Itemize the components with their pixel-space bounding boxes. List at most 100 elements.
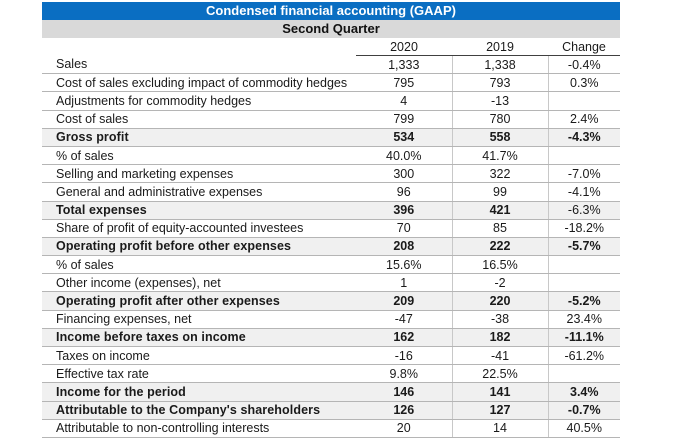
value-2020: 96 bbox=[356, 182, 452, 202]
value-2020: 534 bbox=[356, 128, 452, 147]
value-2020: 9.8% bbox=[356, 364, 452, 384]
value-change: 2.4% bbox=[547, 110, 620, 129]
value-change bbox=[547, 255, 620, 275]
value-2020: 300 bbox=[356, 164, 452, 184]
value-change: 0.3% bbox=[547, 73, 620, 93]
table-row: Income for the period 146 141 3.4% bbox=[42, 382, 620, 402]
value-2019: -41 bbox=[451, 346, 548, 366]
table-row: General and administrative expenses 96 99-… bbox=[42, 182, 620, 202]
table-row: Financing expenses, net -47 -38 23.4% bbox=[42, 310, 620, 329]
table-row: Share of profit of equity-accounted inve… bbox=[42, 219, 620, 238]
value-2019: 780 bbox=[451, 110, 548, 129]
header-2019: 2019 bbox=[452, 38, 548, 56]
table-row: Cost of sales excluding impact of commod… bbox=[42, 73, 620, 93]
value-change bbox=[547, 364, 620, 384]
value-2019: 16.5% bbox=[451, 255, 548, 275]
table-body: Sales 1,333 1,338 -0.4% Cost of sales exclud… bbox=[42, 55, 620, 438]
value-2020: 162 bbox=[356, 328, 452, 348]
value-change: -18.2% bbox=[547, 219, 620, 238]
financial-table-container: Condensed financial accounting (GAAP) Se… bbox=[42, 2, 620, 438]
value-2020: 126 bbox=[356, 401, 452, 420]
value-2019: 1,338 bbox=[451, 55, 548, 75]
value-change: -5.7% bbox=[547, 237, 620, 257]
value-2019: 182 bbox=[451, 328, 548, 348]
value-change: -11.1% bbox=[547, 328, 620, 348]
value-2020: 1,333 bbox=[356, 55, 452, 75]
value-2019: 322 bbox=[451, 164, 548, 184]
value-2020: 208 bbox=[356, 237, 452, 257]
value-2020: 20 bbox=[356, 419, 452, 438]
value-2019: 421 bbox=[451, 201, 548, 220]
header-label-blank bbox=[42, 38, 356, 56]
value-2019: 41.7% bbox=[451, 146, 548, 166]
row-label: Other income (expenses), net bbox=[42, 273, 356, 293]
value-change: -61.2% bbox=[547, 346, 620, 366]
value-2020: -16 bbox=[356, 346, 452, 366]
table-row: % of sales 15.6% 16.5% bbox=[42, 255, 620, 275]
row-label: Share of profit of equity-accounted inve… bbox=[42, 219, 356, 238]
value-2019: 793 bbox=[451, 73, 548, 93]
table-title: Condensed financial accounting (GAAP) bbox=[42, 2, 620, 20]
row-label: Selling and marketing expenses bbox=[42, 164, 356, 184]
table-row: Effective tax rate 9.8% 22.5% bbox=[42, 364, 620, 384]
row-label: Operating profit before other expenses bbox=[42, 237, 356, 257]
value-2020: 40.0% bbox=[356, 146, 452, 166]
value-change bbox=[547, 146, 620, 166]
value-change: -4.3% bbox=[547, 128, 620, 147]
value-2019: 14 bbox=[451, 419, 548, 438]
header-row: 2020 2019 Change bbox=[42, 38, 620, 56]
row-label: Sales bbox=[42, 55, 356, 75]
value-2020: 146 bbox=[356, 382, 452, 402]
row-label: General and administrative expenses bbox=[42, 182, 356, 202]
row-label: Gross profit bbox=[42, 128, 356, 147]
value-change bbox=[547, 91, 620, 111]
value-2019: 222 bbox=[451, 237, 548, 257]
value-change: 3.4% bbox=[547, 382, 620, 402]
table-row: Selling and marketing expenses 300 322 -7.0… bbox=[42, 164, 620, 184]
value-change: 23.4% bbox=[547, 310, 620, 329]
row-label: Total expenses bbox=[42, 201, 356, 220]
value-2019: -38 bbox=[451, 310, 548, 329]
table-row: Total expenses 396 421 -6.3% bbox=[42, 201, 620, 220]
table-row: Attributable to the Company's shareholde… bbox=[42, 401, 620, 420]
table-row: % of sales 40.0% 41.7% bbox=[42, 146, 620, 166]
value-2019: -2 bbox=[451, 273, 548, 293]
header-2020: 2020 bbox=[356, 38, 452, 56]
row-label: Income before taxes on income bbox=[42, 328, 356, 348]
value-2020: 799 bbox=[356, 110, 452, 129]
value-change: 40.5% bbox=[547, 419, 620, 438]
row-label: Attributable to the Company's shareholde… bbox=[42, 401, 356, 420]
row-label: % of sales bbox=[42, 146, 356, 166]
value-2019: 141 bbox=[451, 382, 548, 402]
value-change: -5.2% bbox=[547, 291, 620, 311]
row-label: Cost of sales bbox=[42, 110, 356, 129]
table-row: Other income (expenses), net 1 -2 bbox=[42, 273, 620, 293]
row-label: % of sales bbox=[42, 255, 356, 275]
row-label: Cost of sales excluding impact of commod… bbox=[42, 73, 356, 93]
value-2020: 396 bbox=[356, 201, 452, 220]
row-label: Attributable to non-controlling interest… bbox=[42, 419, 356, 438]
value-change: -4.1% bbox=[547, 182, 620, 202]
value-change: -0.7% bbox=[547, 401, 620, 420]
value-2020: 209 bbox=[356, 291, 452, 311]
value-2020: -47 bbox=[356, 310, 452, 329]
table-row: Cost of sales 799 780 2.4% bbox=[42, 110, 620, 129]
value-change: -0.4% bbox=[547, 55, 620, 75]
table-subtitle: Second Quarter bbox=[42, 20, 620, 38]
value-change bbox=[547, 273, 620, 293]
header-change: Change bbox=[548, 38, 620, 56]
table-row: Operating profit after other expenses 209… bbox=[42, 291, 620, 311]
table-row: Operating profit before other expenses 20… bbox=[42, 237, 620, 257]
value-2019: 558 bbox=[451, 128, 548, 147]
table-row: Income before taxes on income 162 182 -11.1… bbox=[42, 328, 620, 348]
row-label: Taxes on income bbox=[42, 346, 356, 366]
value-2019: 99 bbox=[451, 182, 548, 202]
value-2020: 4 bbox=[356, 91, 452, 111]
value-change: -6.3% bbox=[547, 201, 620, 220]
row-label: Operating profit after other expenses bbox=[42, 291, 356, 311]
value-2019: 127 bbox=[451, 401, 548, 420]
table-row: Sales 1,333 1,338 -0.4% bbox=[42, 55, 620, 75]
table-row: Adjustments for commodity hedges 4 -13 bbox=[42, 91, 620, 111]
value-2019: 85 bbox=[451, 219, 548, 238]
value-2020: 795 bbox=[356, 73, 452, 93]
